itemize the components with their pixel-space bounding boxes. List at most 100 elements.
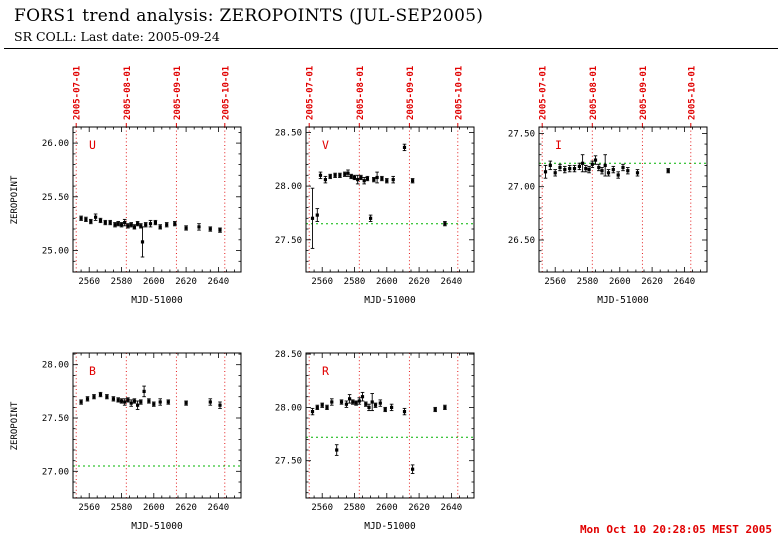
data-point xyxy=(132,225,136,229)
chart-svg-B: 2560 2580 2600 2620 2640 27.00 27.50 28.00 MJD-5… xyxy=(42,352,242,532)
generation-timestamp: Mon Oct 10 20:28:05 MEST 2005 xyxy=(579,523,772,536)
data-point xyxy=(558,165,562,170)
x-axis-title: MJD-51000 xyxy=(364,521,416,532)
data-point xyxy=(626,169,630,173)
data-point xyxy=(597,165,601,170)
data-point xyxy=(218,228,222,232)
chart-svg-U: 2005-07-01 2005-08-01 2005-09-01 2005-10-01… xyxy=(42,66,242,306)
x-tick-label: 2560 xyxy=(311,277,333,287)
x-tick-label: 2580 xyxy=(111,503,133,513)
data-point xyxy=(330,400,334,404)
x-tick-label: 2620 xyxy=(641,277,663,287)
data-point xyxy=(129,401,133,405)
data-point xyxy=(359,175,363,180)
chart-panel-V: 2005-07-01 2005-08-01 2005-09-01 2005-10-01… xyxy=(262,53,490,317)
data-point xyxy=(123,221,127,225)
x-tick-label: 2580 xyxy=(344,503,366,513)
x-tick-label: 2580 xyxy=(344,277,366,287)
data-point xyxy=(391,178,395,182)
data-point xyxy=(553,171,557,175)
data-point xyxy=(197,225,201,229)
data-point xyxy=(373,403,378,407)
y-axis-title-row2: ZEROPOINT xyxy=(6,329,24,542)
data-point xyxy=(103,221,107,225)
chart-panel-R: 2560 2580 2600 2620 2640 27.50 28.00 28.50 MJD-5… xyxy=(262,329,490,542)
data-point xyxy=(548,163,552,167)
band-label: R xyxy=(322,364,329,378)
data-point xyxy=(390,405,394,409)
data-point xyxy=(635,171,640,175)
data-point xyxy=(140,240,145,244)
data-point xyxy=(184,401,188,405)
data-point xyxy=(218,403,222,407)
data-point xyxy=(208,400,212,404)
report-header: FORS1 trend analysis: ZEROPOINTS (JUL-SE… xyxy=(4,0,778,49)
data-point xyxy=(577,164,581,168)
month-label: 2005-10-01 xyxy=(687,66,697,120)
data-point xyxy=(364,402,368,406)
month-label: 2005-09-01 xyxy=(173,66,183,120)
plot-frame xyxy=(538,126,708,273)
data-point xyxy=(318,173,323,177)
y-tick-label: 25.00 xyxy=(42,247,69,257)
data-point xyxy=(351,400,355,404)
y-tick-label: 28.50 xyxy=(275,350,302,360)
x-tick-label: 2620 xyxy=(408,277,430,287)
data-point xyxy=(581,161,585,165)
y-tick-label: 27.00 xyxy=(508,183,535,193)
y-axis-title-label: ZEROPOINT xyxy=(10,175,20,225)
data-point xyxy=(349,174,353,178)
data-point xyxy=(543,170,548,174)
x-tick-label: 2600 xyxy=(143,503,165,513)
chart-panel-B: 2560 2580 2600 2620 2640 27.00 27.50 28.00 MJD-5… xyxy=(29,329,257,542)
x-tick-label: 2620 xyxy=(408,503,430,513)
data-point xyxy=(590,162,594,166)
data-point xyxy=(402,410,407,414)
y-tick-label: 26.50 xyxy=(508,236,535,246)
data-point xyxy=(621,165,625,170)
data-point xyxy=(593,158,598,162)
data-point xyxy=(603,163,607,167)
data-point xyxy=(94,215,98,219)
data-point xyxy=(147,399,151,403)
x-tick-label: 2620 xyxy=(175,503,197,513)
data-point xyxy=(378,401,382,405)
x-tick-label: 2640 xyxy=(441,277,463,287)
data-point xyxy=(335,448,339,452)
data-point xyxy=(372,178,376,182)
data-point xyxy=(173,222,177,226)
plot-frame xyxy=(305,126,475,273)
y-tick-label: 25.50 xyxy=(42,193,69,203)
month-label: 2005-10-01 xyxy=(221,66,231,120)
month-label: 2005-09-01 xyxy=(639,66,649,120)
data-point xyxy=(584,167,588,171)
data-point xyxy=(433,407,437,412)
data-point xyxy=(402,145,407,149)
x-tick-label: 2600 xyxy=(143,277,165,287)
month-label: 2005-09-01 xyxy=(406,66,416,120)
data-point xyxy=(126,224,130,228)
x-tick-label: 2580 xyxy=(111,277,133,287)
data-point xyxy=(587,168,591,172)
x-tick-label: 2640 xyxy=(208,503,230,513)
y-tick-label: 28.00 xyxy=(275,182,302,192)
month-label: 2005-07-01 xyxy=(306,66,316,120)
x-axis-title: MJD-51000 xyxy=(131,521,183,532)
data-point xyxy=(411,179,415,183)
data-point xyxy=(360,395,365,399)
x-tick-label: 2560 xyxy=(78,503,100,513)
data-point xyxy=(142,389,146,393)
data-point xyxy=(136,403,140,407)
data-point xyxy=(111,397,115,401)
plot-frame xyxy=(72,352,242,499)
y-tick-label: 27.50 xyxy=(508,129,535,139)
x-tick-label: 2600 xyxy=(609,277,631,287)
x-tick-label: 2600 xyxy=(376,277,398,287)
data-point xyxy=(89,219,93,224)
data-point xyxy=(166,400,170,404)
data-point xyxy=(600,169,604,173)
data-point xyxy=(343,172,347,176)
data-point xyxy=(165,223,169,227)
y-tick-label: 27.50 xyxy=(42,414,69,424)
x-tick-label: 2560 xyxy=(311,503,333,513)
